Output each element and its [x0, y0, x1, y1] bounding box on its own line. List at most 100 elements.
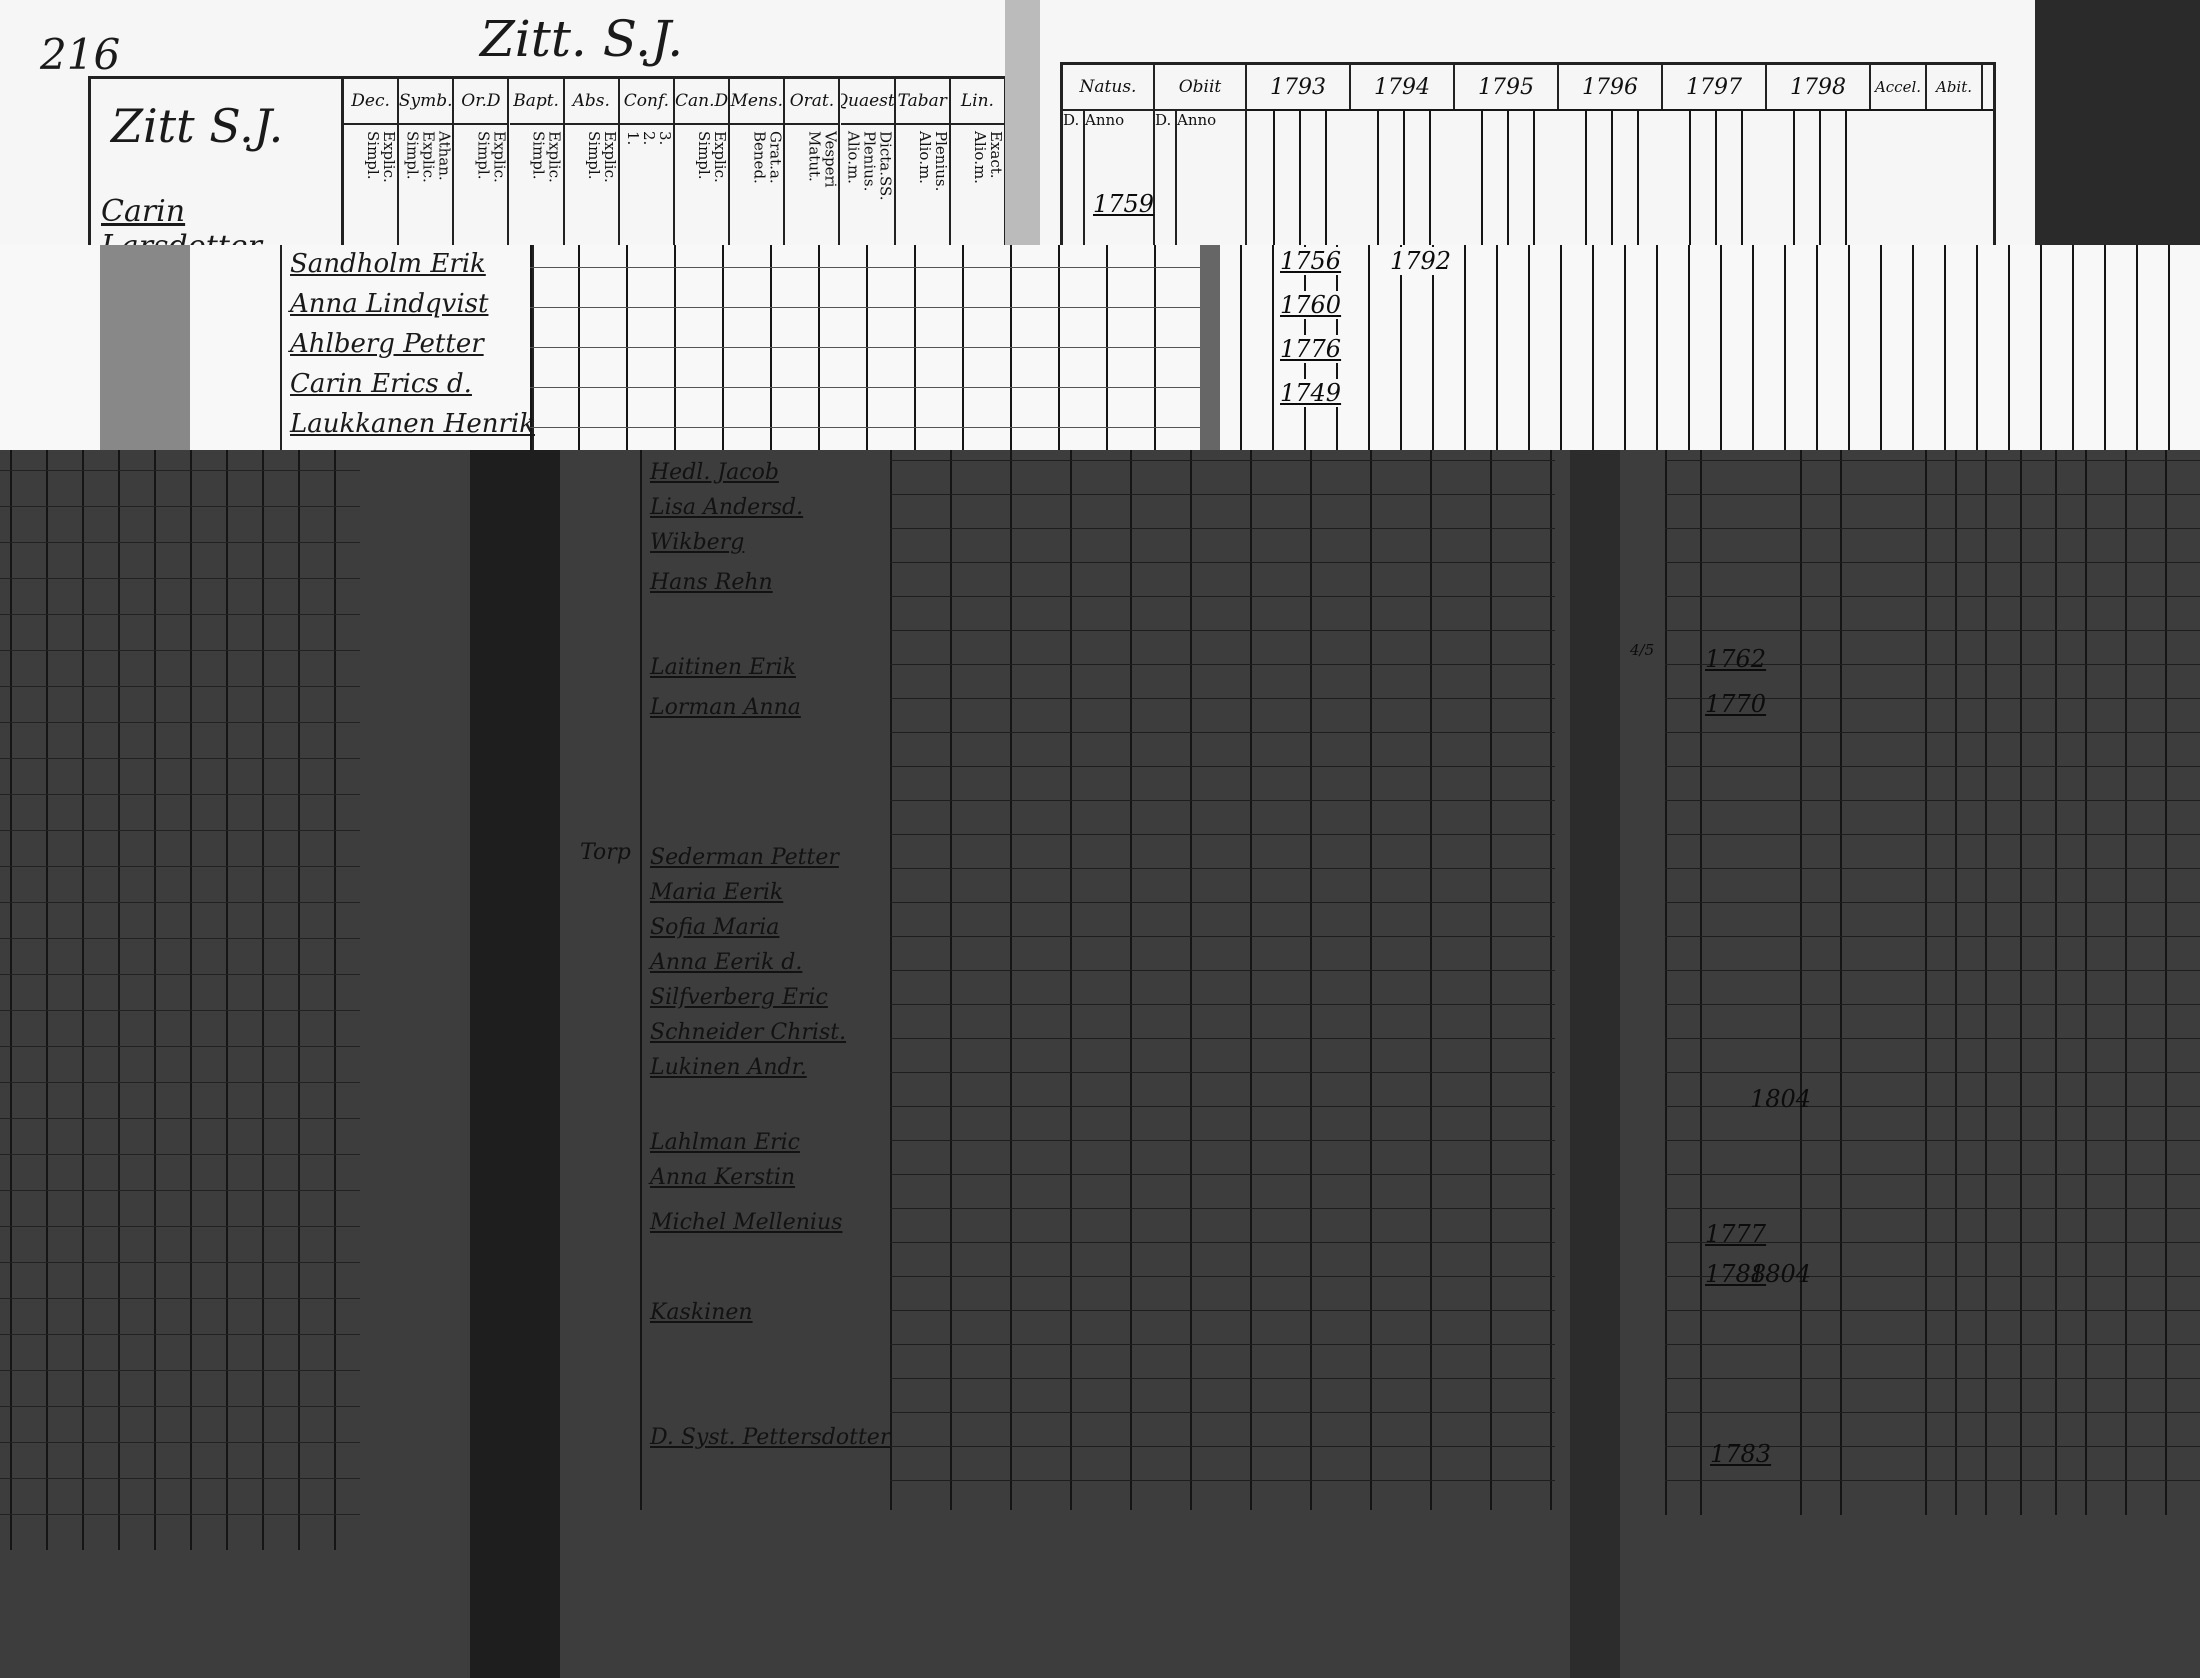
name-entry: Sandholm Erik	[290, 249, 486, 279]
birth-year-entry: 1776	[1280, 335, 1342, 363]
grid-line	[1848, 245, 1850, 450]
grid-line	[1944, 245, 1946, 450]
column-subheader: 3. 2. 1.	[619, 123, 675, 245]
grid-line	[1550, 450, 1552, 1510]
grid-line	[1377, 111, 1379, 245]
row-line	[0, 974, 360, 975]
label: D.	[1155, 111, 1172, 129]
row-line	[0, 1298, 360, 1299]
subheader-text: Explic. Simpl.	[364, 131, 399, 183]
grid-line	[1720, 245, 1722, 450]
grid-line	[2168, 245, 2170, 450]
grid-line	[262, 450, 264, 1550]
row-line	[1665, 1344, 2200, 1345]
birth-year-entry: 1760	[1280, 291, 1342, 319]
row-line	[890, 460, 1555, 461]
subheader-text: Explic. Simpl.	[474, 131, 509, 183]
column-subheader: Explic. Simpl.	[675, 123, 731, 245]
grid-line	[10, 450, 12, 1550]
column-subheader: Vesperi Matut.	[785, 123, 841, 245]
row-line	[0, 470, 360, 471]
year-header: 1794	[1351, 65, 1455, 109]
village-heading: Zitt. S.J.	[480, 10, 684, 68]
row-line	[890, 1242, 1555, 1243]
row-line	[1665, 800, 2200, 801]
row-line	[0, 1262, 360, 1263]
year-entry: 1804	[1750, 1260, 1812, 1288]
grid-line	[1955, 450, 1957, 1515]
grid-line	[1240, 245, 1242, 450]
name-entry: Lisa Andersd.	[650, 495, 804, 520]
grid-line	[1560, 245, 1562, 450]
column-subheader: Explic. Simpl.	[509, 123, 565, 245]
grid-line	[1976, 245, 1978, 450]
subheader-text: Athan. Explic. Simpl.	[403, 131, 454, 183]
row-line	[1665, 936, 2200, 937]
grid-line	[1432, 245, 1434, 450]
row-line	[0, 1334, 360, 1335]
birth-year-entry: 1783	[1710, 1440, 1772, 1468]
row-line	[1665, 902, 2200, 903]
row-line	[890, 1140, 1555, 1141]
row-line	[890, 1310, 1555, 1311]
column-subheader: Grat.a. Bened.	[730, 123, 786, 245]
row-line	[0, 758, 360, 759]
row-line	[1665, 732, 2200, 733]
grid-line	[1273, 111, 1275, 245]
subheader-text: Explic. Simpl.	[529, 131, 564, 183]
column-header: Accel.	[1871, 65, 1927, 109]
grid-line	[1496, 245, 1498, 450]
grid-line	[1925, 450, 1927, 1515]
grid-line	[1800, 450, 1802, 1515]
name-entry: Lahlman Eric	[650, 1130, 801, 1155]
grid-line	[1190, 450, 1192, 1510]
column-subheader: Dicta.SS. Plenius. Alio.m.	[840, 123, 896, 245]
row-line	[0, 722, 360, 723]
row-line	[890, 562, 1555, 563]
name-entry: Michel Mellenius	[650, 1210, 843, 1235]
grid-line	[890, 450, 892, 1510]
row-line	[0, 902, 360, 903]
row-line	[0, 1442, 360, 1443]
grid-line	[1403, 111, 1405, 245]
subheader-text: Dicta.SS. Plenius. Alio.m.	[844, 131, 895, 201]
column-header: Conf.	[620, 79, 675, 123]
birth-year-entry: 1762	[1705, 645, 1767, 673]
grid-line	[1611, 111, 1613, 245]
column-header: Abs.	[565, 79, 620, 123]
birth-year-entry: 1749	[1280, 379, 1342, 407]
grid-line	[1784, 245, 1786, 450]
row-line	[0, 1514, 360, 1515]
row-line	[1665, 562, 2200, 563]
grid-line	[1665, 450, 1667, 1515]
row-line	[0, 830, 360, 831]
row-line	[1665, 494, 2200, 495]
name-entry: Lorman Anna	[650, 695, 801, 720]
row-line	[1665, 1174, 2200, 1175]
birth-year-entry: 1777	[1705, 1220, 1767, 1248]
row-line	[0, 542, 360, 543]
grid-line	[1880, 245, 1882, 450]
row-line	[1665, 766, 2200, 767]
grid-line	[1272, 245, 1274, 450]
row-line	[0, 1118, 360, 1119]
household-cell: Zitt S.J. Carin Larsdotter	[91, 79, 344, 245]
grid-line	[1070, 450, 1072, 1510]
column-header: Dec.	[344, 79, 400, 123]
row-line	[0, 506, 360, 507]
row-line	[0, 1190, 360, 1191]
name-entry: Lukinen Andr.	[650, 1055, 807, 1080]
subheader-text: Exact. Alio.m.	[970, 131, 1005, 184]
column-header: Mens.	[730, 79, 786, 123]
row-line	[890, 868, 1555, 869]
column-header: Quaest.	[841, 79, 896, 123]
name-entry: Schneider Christ.	[650, 1020, 847, 1045]
obiit-day-header: D.	[1155, 109, 1177, 245]
grid-line	[2125, 450, 2127, 1515]
grid-line	[1715, 111, 1717, 245]
grid-line	[2085, 450, 2087, 1515]
name-entry: Wikberg	[650, 530, 745, 555]
row-line	[890, 494, 1555, 495]
grid-line	[298, 450, 300, 1550]
grid-line	[1793, 111, 1795, 245]
